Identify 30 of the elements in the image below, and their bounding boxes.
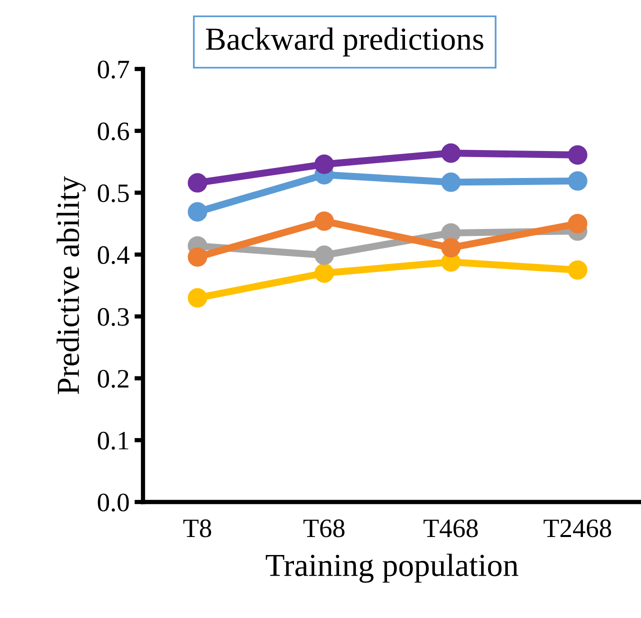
y-tick-label: 0.2	[98, 370, 128, 388]
text: 0.0	[98, 494, 129, 512]
point	[188, 173, 208, 193]
chart-title: Backward predictions	[206, 28, 484, 56]
point	[568, 214, 588, 234]
y-tick-label: 0.7	[98, 60, 130, 79]
y-axis-title: Predictive ability	[56, 176, 86, 394]
point	[188, 288, 208, 308]
y-tick-label: 0.3	[98, 308, 129, 326]
point	[441, 143, 461, 163]
x-tick-label: T68	[303, 519, 344, 538]
y-tick-label: 0.6	[98, 122, 130, 140]
point	[568, 145, 588, 165]
point	[314, 245, 334, 265]
point	[188, 247, 208, 267]
y-tick-label: 0.1	[98, 432, 128, 450]
x-tick-label: T2468	[544, 519, 612, 538]
x-tick-label: T8	[183, 519, 212, 538]
x-tick-label: T468	[424, 519, 478, 538]
point	[314, 211, 334, 231]
point	[441, 238, 461, 258]
point	[568, 171, 588, 191]
y-tick-label: 0.4	[98, 246, 130, 264]
point	[568, 260, 588, 280]
point	[188, 202, 208, 222]
point	[314, 154, 334, 174]
point	[314, 263, 334, 283]
x-axis-title: Training population	[266, 554, 518, 583]
y-tick-label: 0.5	[98, 184, 129, 202]
point	[441, 172, 461, 192]
